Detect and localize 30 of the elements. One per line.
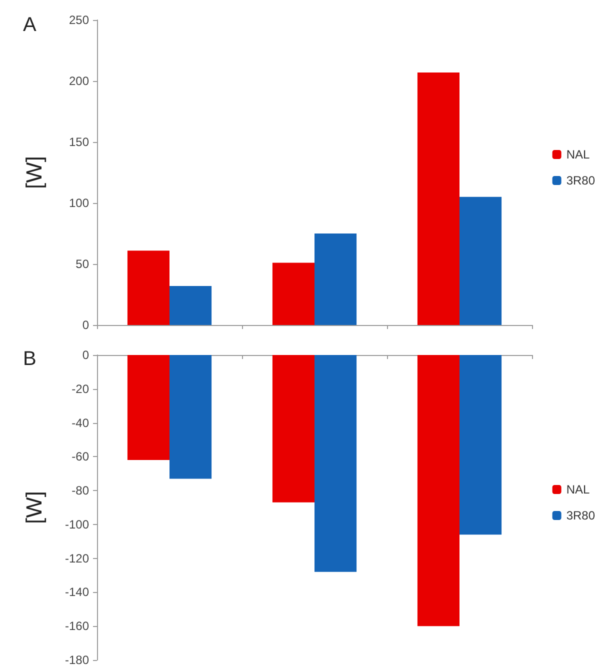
- y-tick-label: 0: [82, 318, 90, 332]
- y-tick-label: -100: [64, 517, 90, 532]
- y-tick-label: -160: [64, 619, 90, 634]
- y-tick-label: -40: [72, 416, 90, 430]
- y-tick-label: 100: [68, 196, 90, 210]
- y-tick-label: 200: [68, 74, 90, 88]
- y-tick-label: -140: [64, 585, 90, 600]
- y-tick-label: -180: [64, 653, 90, 667]
- chart-title: A: [23, 14, 37, 36]
- y-tick-label: 0: [82, 348, 90, 362]
- y-tick-label: -120: [64, 551, 90, 566]
- legend-label: 3R80: [566, 174, 596, 188]
- y-tick-label: -60: [72, 450, 90, 464]
- y-axis-title: [W]: [22, 491, 46, 524]
- y-tick-label: -20: [72, 382, 90, 396]
- y-tick-label: 250: [68, 13, 90, 27]
- bar: [314, 234, 357, 325]
- bar: [272, 262, 314, 325]
- y-tick-label: 50: [76, 257, 90, 271]
- bar: [417, 72, 460, 325]
- legend-label: NAL: [566, 148, 590, 162]
- bar: [127, 250, 170, 325]
- y-tick-label: -80: [72, 484, 90, 498]
- y-tick-label: 150: [68, 135, 90, 149]
- bar: [170, 286, 212, 325]
- legend-label: 3R80: [566, 508, 596, 522]
- y-axis-title: [W]: [22, 156, 46, 189]
- bar: [460, 196, 502, 325]
- legend-label: NAL: [566, 482, 590, 496]
- chart-title: B: [23, 348, 36, 370]
